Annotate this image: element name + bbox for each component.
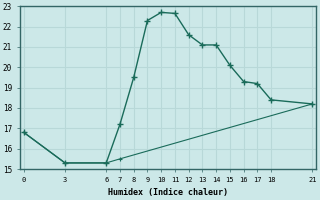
X-axis label: Humidex (Indice chaleur): Humidex (Indice chaleur) [108,188,228,197]
